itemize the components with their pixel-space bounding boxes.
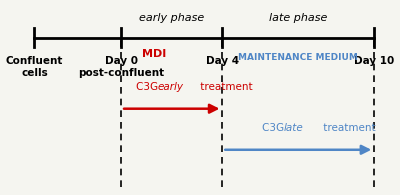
- Text: early phase: early phase: [139, 13, 204, 23]
- Text: MAINTENANCE MEDIUM: MAINTENANCE MEDIUM: [238, 53, 358, 62]
- Text: early: early: [157, 82, 183, 92]
- Text: late phase: late phase: [269, 13, 328, 23]
- Text: C3G: C3G: [262, 123, 288, 133]
- Text: Day 4: Day 4: [206, 56, 239, 66]
- Text: MDI: MDI: [142, 49, 166, 59]
- Text: Day 10: Day 10: [354, 56, 394, 66]
- Text: treatment: treatment: [197, 82, 253, 92]
- Text: C3G: C3G: [136, 82, 161, 92]
- Text: late: late: [284, 123, 304, 133]
- Text: Confluent
cells: Confluent cells: [6, 56, 63, 78]
- Text: treatment: treatment: [320, 123, 376, 133]
- Text: Day 0
post-confluent: Day 0 post-confluent: [78, 56, 164, 78]
